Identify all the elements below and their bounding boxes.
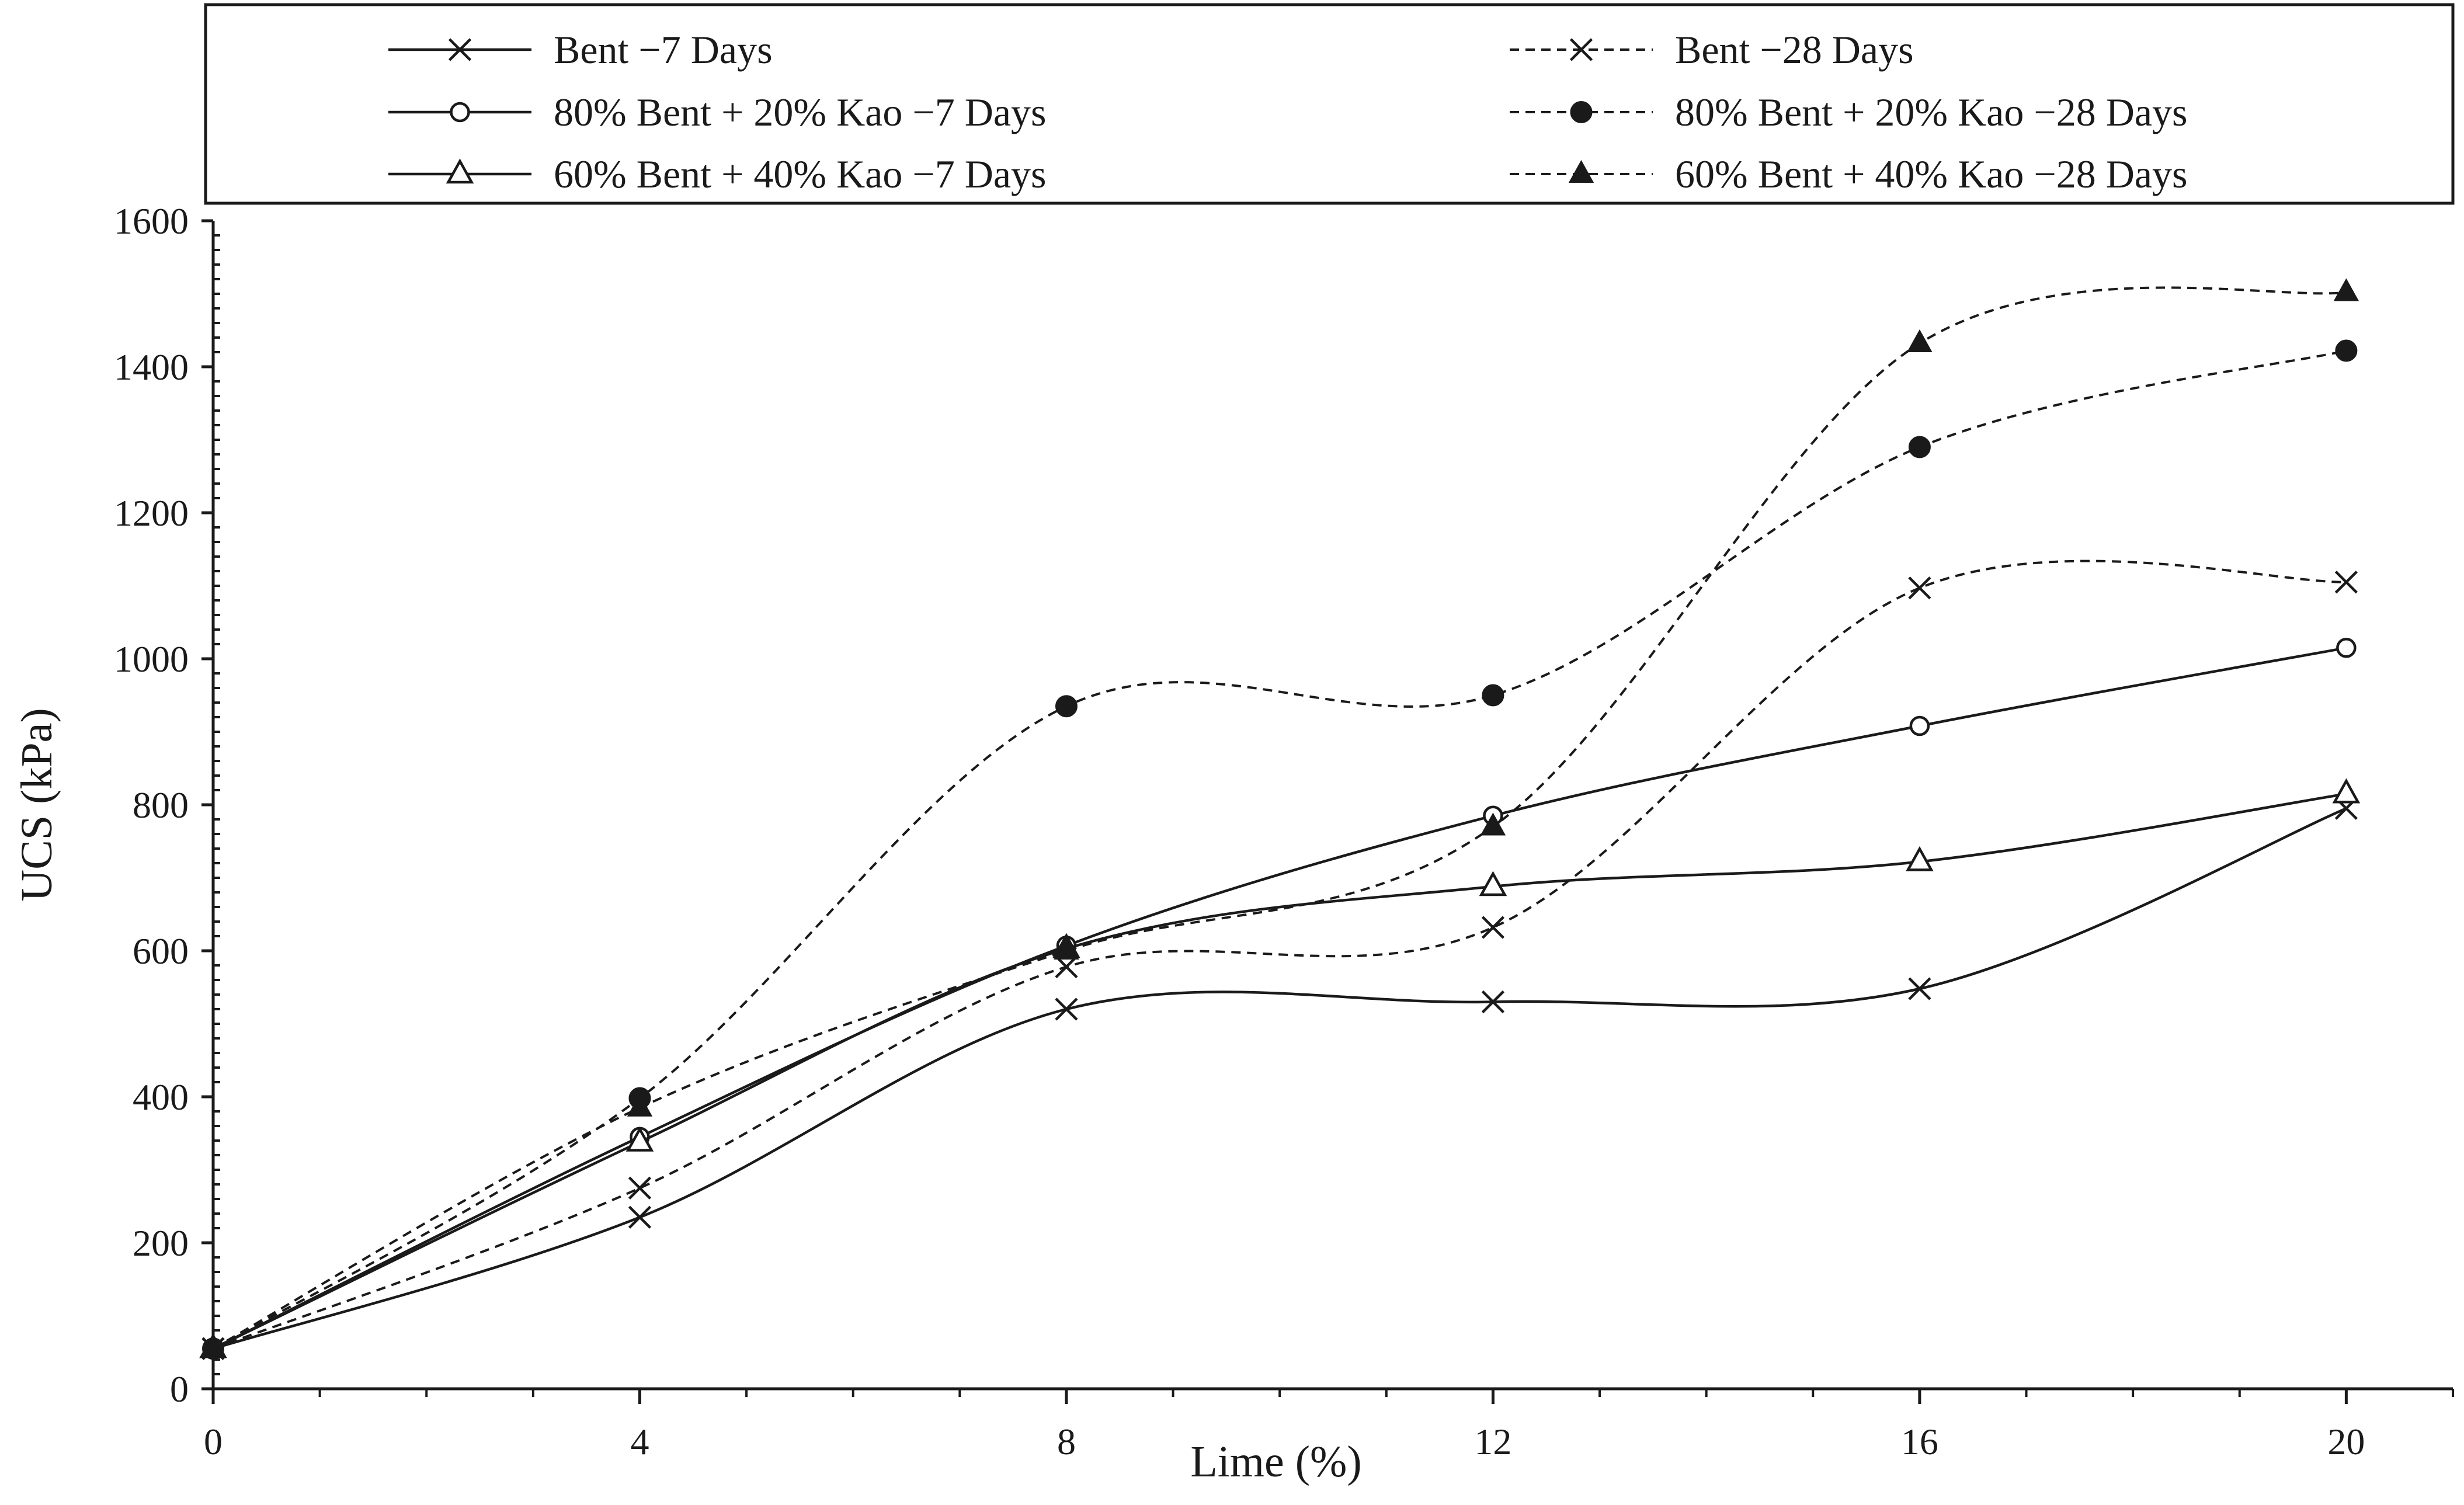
- x-tick-label: 0: [204, 1421, 223, 1462]
- data-point: [1055, 997, 1078, 1021]
- series-line: [213, 286, 2347, 1350]
- series-line: [213, 793, 2347, 1350]
- series-5: [202, 339, 2358, 1360]
- data-point: [1054, 936, 1079, 960]
- data-point: [1908, 977, 1931, 1000]
- marker-stroke: [1908, 977, 1931, 1000]
- x-tick-label: 16: [1901, 1421, 1938, 1462]
- series-line: [213, 807, 2347, 1350]
- series-2: [203, 638, 2357, 1359]
- series-3: [199, 778, 2361, 1358]
- data-point: [628, 1176, 652, 1200]
- legend-label: 60% Bent + 40% Kao −7 Days: [554, 152, 1046, 196]
- data-point: [1055, 955, 1078, 979]
- legend-marker: [450, 102, 470, 123]
- data-point: [2335, 339, 2358, 362]
- series-line: [213, 559, 2347, 1350]
- data-point: [1907, 329, 1933, 352]
- data-point: [627, 1093, 653, 1117]
- series-line: [212, 647, 2347, 1350]
- y-tick-label: 1000: [114, 638, 189, 680]
- x-tick-label: 8: [1057, 1421, 1076, 1462]
- data-point: [2333, 278, 2359, 301]
- y-tick-label: 1200: [114, 492, 189, 534]
- y-tick-label: 0: [170, 1368, 189, 1410]
- marker-stroke: [1055, 997, 1078, 1021]
- data-point: [1479, 871, 1507, 896]
- data-point: [1055, 695, 1078, 718]
- y-tick-label: 200: [133, 1222, 189, 1264]
- data-point: [1481, 990, 1505, 1014]
- data-point: [1480, 812, 1506, 836]
- y-tick-label: 1400: [114, 346, 189, 388]
- legend-marker: [1569, 38, 1593, 61]
- y-tick-label: 600: [133, 930, 189, 972]
- legend-marker: [1568, 159, 1594, 183]
- data-point: [2332, 778, 2361, 804]
- data-point: [625, 1126, 654, 1152]
- legend-entry-2: 80% Bent + 20% Kao −7 Days: [388, 90, 1046, 134]
- series-1: [201, 797, 2358, 1360]
- legend-box: [204, 3, 2455, 205]
- legend-marker: [448, 38, 472, 61]
- marker-stroke: [1908, 576, 1931, 600]
- legend-label: 80% Bent + 20% Kao −28 Days: [1675, 90, 2187, 134]
- legend-entry-3: 60% Bent + 40% Kao −7 Days: [388, 152, 1046, 196]
- legend-entry-4: Bent −28 Days: [1510, 27, 1914, 72]
- marker-stroke: [1055, 955, 1078, 979]
- y-tick-label: 1600: [114, 200, 189, 242]
- legend-label: 80% Bent + 20% Kao −7 Days: [554, 90, 1046, 134]
- data-point: [1908, 576, 1931, 600]
- legend-label: Bent −7 Days: [554, 27, 773, 72]
- y-axis-title: UCS (kPa): [12, 708, 61, 901]
- legend-marker: [446, 158, 474, 184]
- series-line: [212, 349, 2347, 1350]
- legend-label: Bent −28 Days: [1675, 27, 1914, 72]
- x-tick-label: 20: [2327, 1421, 2365, 1462]
- legend: Bent −7 Days 80% Bent + 20% Kao −7 Days 60…: [204, 3, 2455, 205]
- x-tick-label: 12: [1474, 1421, 1511, 1462]
- data-point: [1908, 436, 1931, 458]
- y-tick-label: 400: [133, 1076, 189, 1118]
- data-point: [628, 1205, 652, 1229]
- marker-stroke: [1481, 916, 1505, 939]
- data-point: [1906, 846, 1934, 871]
- legend-label: 60% Bent + 40% Kao −28 Days: [1675, 152, 2187, 196]
- legend-entry-1: Bent −7 Days: [388, 27, 773, 72]
- data-point: [2334, 571, 2358, 594]
- marker-stroke: [628, 1205, 652, 1229]
- legend-entry-5: 80% Bent + 20% Kao −28 Days: [1510, 90, 2187, 134]
- data-point: [2336, 638, 2357, 658]
- marker-stroke: [1569, 38, 1593, 61]
- data-point: [1481, 916, 1505, 939]
- series-6: [200, 278, 2359, 1358]
- marker-stroke: [1481, 990, 1505, 1014]
- legend-entry-6: 60% Bent + 40% Kao −28 Days: [1510, 152, 2187, 196]
- y-tick-label: 800: [133, 784, 189, 826]
- x-axis-title: Lime (%): [1190, 1437, 1361, 1486]
- data-point: [200, 1334, 226, 1358]
- marker-stroke: [2334, 571, 2358, 594]
- legend-marker: [1570, 101, 1593, 123]
- series-layer: [199, 278, 2361, 1360]
- series-4: [201, 559, 2358, 1360]
- data-point: [1909, 715, 1930, 736]
- marker-stroke: [448, 38, 472, 61]
- marker-stroke: [628, 1176, 652, 1200]
- x-tick-label: 4: [630, 1421, 649, 1462]
- data-point: [1482, 684, 1504, 707]
